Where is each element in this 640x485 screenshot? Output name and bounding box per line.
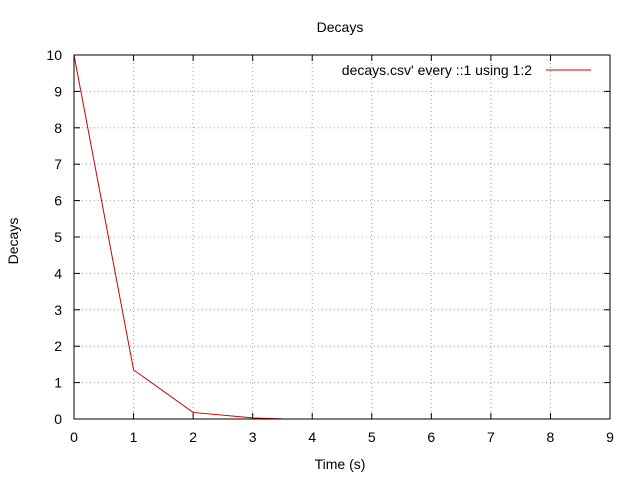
ticks: 0 1 2 3 4 5 6 7 8 9 0 1 2 3 4 5 6 7 8 9 10 [46, 47, 614, 445]
chart-title: Decays [317, 19, 364, 35]
series-line [73, 54, 283, 420]
series [73, 54, 283, 420]
legend: decays.csv' every ::1 using 1:2 [342, 62, 591, 78]
x-tick-label: 5 [368, 429, 376, 445]
x-tick-label: 6 [427, 429, 435, 445]
y-axis-title: Decays [5, 218, 21, 265]
x-tick-label: 4 [308, 429, 316, 445]
y-tick-label: 9 [54, 83, 62, 99]
legend-label: decays.csv' every ::1 using 1:2 [342, 62, 532, 78]
x-tick-label: 2 [189, 429, 197, 445]
y-tick-label: 2 [54, 338, 62, 354]
grid [74, 55, 610, 419]
x-axis-title: Time (s) [315, 456, 366, 472]
y-tick-label: 7 [54, 156, 62, 172]
x-tick-label: 1 [130, 429, 138, 445]
y-tick-label: 10 [46, 47, 62, 63]
y-tick-label: 1 [54, 375, 62, 391]
x-tick-label: 8 [547, 429, 555, 445]
y-tick-label: 6 [54, 193, 62, 209]
y-tick-label: 3 [54, 302, 62, 318]
y-tick-label: 8 [54, 120, 62, 136]
y-tick-label: 4 [54, 265, 62, 281]
x-tick-label: 3 [249, 429, 257, 445]
y-tick-label: 5 [54, 229, 62, 245]
x-tick-label: 0 [70, 429, 78, 445]
x-tick-label: 7 [487, 429, 495, 445]
x-tick-label: 9 [606, 429, 614, 445]
y-tick-label: 0 [54, 411, 62, 427]
plot-frame [73, 54, 611, 420]
